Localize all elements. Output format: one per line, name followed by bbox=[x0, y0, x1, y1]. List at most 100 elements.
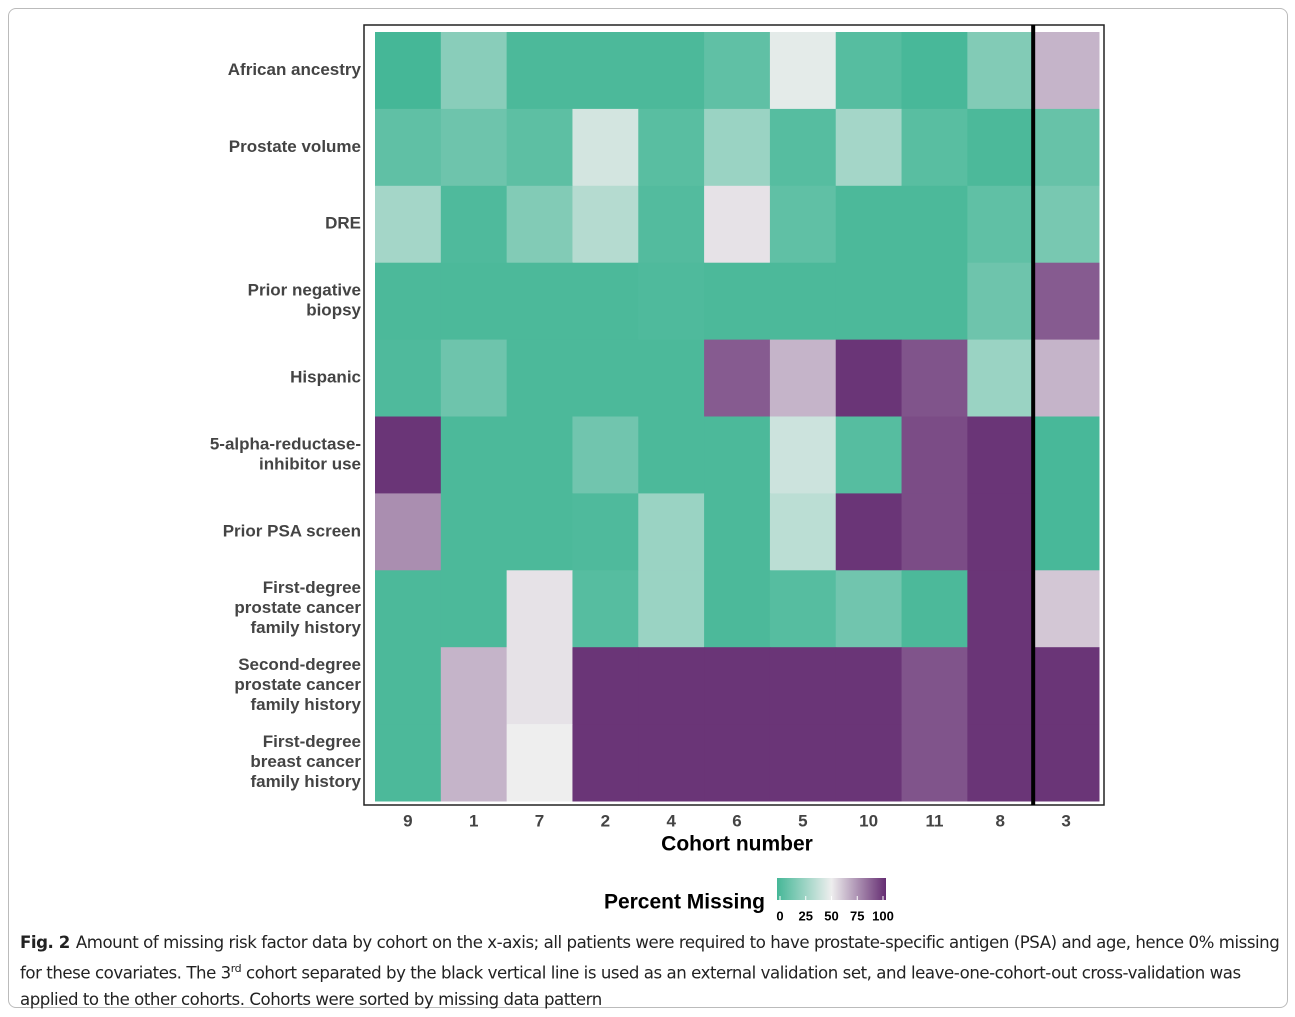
heatmap-cell bbox=[704, 493, 771, 571]
heatmap-cell bbox=[1033, 493, 1100, 571]
y-tick-label: inhibitor use bbox=[259, 454, 361, 473]
heatmap-cell bbox=[1033, 416, 1100, 494]
caption-text: Amount of missing risk factor data by co… bbox=[20, 933, 1280, 983]
y-tick-label: Second-degree bbox=[238, 655, 361, 674]
x-tick-label: 3 bbox=[1061, 811, 1070, 830]
heatmap-cell bbox=[769, 185, 837, 264]
heatmap-cell bbox=[375, 416, 442, 494]
heatmap-cell bbox=[967, 647, 1034, 725]
x-tick-label: 6 bbox=[732, 811, 741, 830]
heatmap-cell bbox=[967, 185, 1034, 264]
heatmap-cell bbox=[901, 724, 968, 802]
y-tick-label: Prior PSA screen bbox=[223, 521, 361, 540]
heatmap-cell bbox=[440, 724, 508, 802]
heatmap-cell bbox=[375, 185, 442, 264]
heatmap-cell bbox=[506, 339, 573, 417]
heatmap-cell bbox=[704, 185, 771, 264]
heatmap-cell bbox=[835, 185, 903, 264]
legend-tick-label: 0 bbox=[776, 908, 783, 923]
heatmap-cell bbox=[440, 339, 508, 417]
heatmap-cell bbox=[1033, 32, 1100, 110]
heatmap-cell bbox=[704, 570, 771, 648]
heatmap-cell bbox=[1033, 570, 1100, 648]
heatmap-cell bbox=[506, 185, 573, 264]
y-tick-label: Prostate volume bbox=[229, 137, 361, 156]
heatmap-cell bbox=[638, 493, 705, 571]
heatmap-cell bbox=[769, 570, 837, 648]
heatmap-cell bbox=[835, 262, 903, 341]
heatmap-cell bbox=[572, 570, 639, 648]
heatmap-cell bbox=[375, 262, 442, 341]
heatmap-cell bbox=[704, 647, 771, 725]
legend-tick-label: 75 bbox=[850, 908, 864, 923]
heatmap-cell bbox=[572, 724, 639, 802]
heatmap-cell bbox=[769, 339, 837, 417]
y-tick-label: Prior negative bbox=[248, 281, 361, 300]
heatmap-cell bbox=[901, 262, 968, 341]
heatmap-cell bbox=[638, 32, 705, 110]
heatmap-cell bbox=[967, 262, 1034, 341]
heatmap-cell bbox=[506, 108, 573, 187]
heatmap-cell bbox=[967, 493, 1034, 571]
heatmap-cell bbox=[638, 185, 705, 264]
y-tick-label: family history bbox=[250, 772, 361, 791]
heatmap-cell bbox=[835, 416, 903, 494]
caption-text: cohort separated by the black vertical l… bbox=[20, 963, 1241, 1009]
heatmap-cell bbox=[1033, 185, 1100, 264]
heatmap-cell bbox=[506, 647, 573, 725]
heatmap-cell bbox=[835, 570, 903, 648]
heatmap-cell bbox=[835, 108, 903, 187]
heatmap-cell bbox=[440, 185, 508, 264]
legend-tick-label: 100 bbox=[872, 908, 894, 923]
heatmap-cell bbox=[440, 416, 508, 494]
y-tick-label: family history bbox=[250, 695, 361, 714]
heatmap-cell bbox=[375, 493, 442, 571]
x-tick-label: 10 bbox=[859, 811, 878, 830]
heatmap-cell bbox=[572, 647, 639, 725]
heatmap-cell bbox=[572, 108, 639, 187]
y-tick-label: prostate cancer bbox=[234, 598, 361, 617]
y-tick-label: 5-alpha-reductase- bbox=[210, 434, 361, 453]
heatmap-cell bbox=[572, 493, 639, 571]
heatmap-cell bbox=[769, 647, 837, 725]
heatmap-cell bbox=[1033, 108, 1100, 187]
heatmap-cell bbox=[901, 185, 968, 264]
heatmap-cell bbox=[440, 647, 508, 725]
caption: Fig. 2 Amount of missing risk factor data… bbox=[20, 930, 1280, 1013]
heatmap-cell bbox=[506, 570, 573, 648]
heatmap-cell bbox=[1033, 262, 1100, 341]
heatmap-cell bbox=[375, 339, 442, 417]
chart: Cohort number Percent Missing 9 1 7 2 4 6 5 10 1… bbox=[210, 24, 1105, 923]
caption-label: Fig. 2 bbox=[20, 933, 70, 952]
heatmap-cell bbox=[769, 416, 837, 494]
legend-tick-label: 50 bbox=[824, 908, 838, 923]
heatmap-cell bbox=[506, 724, 573, 802]
heatmap-cell bbox=[375, 647, 442, 725]
y-tick-label: Hispanic bbox=[290, 368, 361, 387]
x-axis-title: Cohort number bbox=[661, 833, 813, 856]
heatmap-cell bbox=[835, 339, 903, 417]
heatmap-cell bbox=[901, 32, 968, 110]
heatmap-cell bbox=[835, 32, 903, 110]
heatmap-cell bbox=[572, 185, 639, 264]
heatmap-cell bbox=[1033, 647, 1100, 725]
heatmap-cell bbox=[1033, 339, 1100, 417]
heatmap-cell bbox=[704, 32, 771, 110]
heatmap-cell bbox=[835, 647, 903, 725]
heatmap-cell bbox=[967, 724, 1034, 802]
y-tick-label: African ancestry bbox=[228, 60, 362, 79]
heatmap-cell bbox=[506, 32, 573, 110]
heatmap-cell bbox=[769, 493, 837, 571]
heatmap-cell bbox=[901, 108, 968, 187]
heatmap-cell bbox=[638, 339, 705, 417]
x-tick-label: 11 bbox=[925, 811, 943, 830]
caption-superscript: rd bbox=[230, 962, 242, 975]
y-tick-label: family history bbox=[250, 618, 361, 637]
heatmap-cell bbox=[704, 108, 771, 187]
heatmap-cell bbox=[638, 416, 705, 494]
x-tick-label: 1 bbox=[469, 811, 478, 830]
heatmap-cell bbox=[375, 570, 442, 648]
heatmap-cell bbox=[769, 108, 837, 187]
heatmap-cell bbox=[967, 339, 1034, 417]
heatmap-cell bbox=[572, 262, 639, 341]
